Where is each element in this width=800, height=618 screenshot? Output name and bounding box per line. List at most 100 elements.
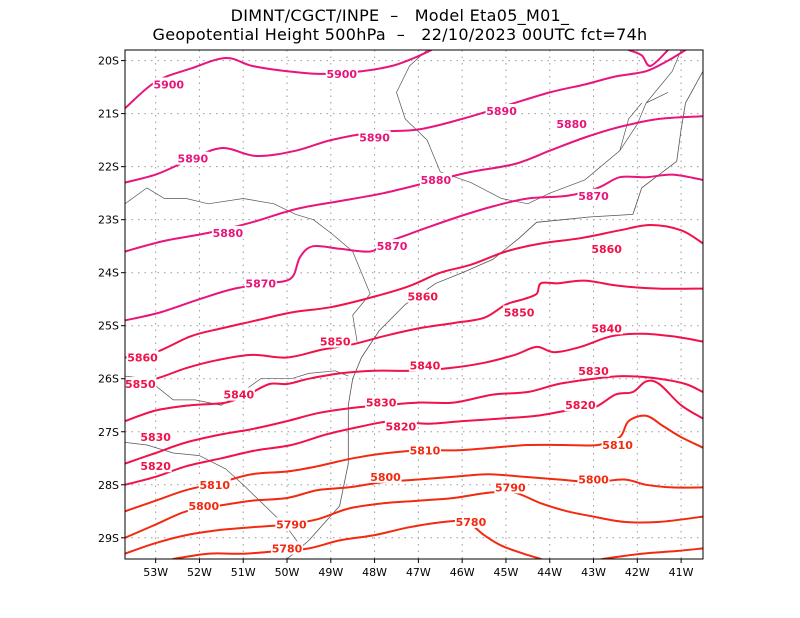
contour-labels: 5900 5900 5890 5880 5890 5890 5880 5870 5880 5870…: [124, 66, 634, 555]
contour-label-text: 5880: [213, 227, 244, 240]
contour-5860: [125, 224, 703, 359]
contour-5900: [125, 50, 433, 110]
contour-label: 5860: [590, 241, 623, 256]
contour-label: 5800: [369, 469, 402, 484]
contour-label-bg: [590, 321, 623, 335]
contour-label: 5780: [271, 541, 304, 555]
contour-label-text: 5880: [556, 118, 587, 131]
contour-label: 5830: [577, 363, 610, 378]
x-tick-label: 42W: [625, 566, 650, 579]
contour-label-text: 5870: [578, 190, 609, 203]
contour-label-bg: [577, 472, 610, 486]
y-tick-label: 22S: [98, 161, 119, 174]
contour-label-text: 5790: [495, 481, 526, 494]
y-tick-label: 29S: [98, 532, 119, 545]
y-tick-label: 24S: [98, 267, 119, 280]
contour-label-text: 5850: [320, 336, 351, 349]
contour-5790: [125, 490, 703, 555]
contour-label: 5850: [319, 334, 352, 349]
contour-label-bg: [124, 377, 157, 391]
contour-label: 5810: [601, 438, 634, 452]
contour-label: 5890: [358, 130, 391, 144]
contour-label: 5800: [577, 472, 610, 486]
contour-label-bg: [365, 395, 398, 409]
contour-label-text: 5890: [178, 153, 209, 166]
state-border: [619, 102, 642, 151]
contour-label-text: 5860: [591, 243, 622, 256]
contour-label: 5880: [555, 117, 588, 131]
contour-label-bg: [222, 387, 255, 401]
contour-label: 5830: [365, 395, 398, 410]
contour-label: 5900: [152, 77, 185, 91]
contour-label-bg: [503, 305, 536, 319]
contour-label-text: 5900: [153, 78, 184, 91]
chart-title-line1: DIMNT/CGCT/INPE – Model Eta05_M01_: [230, 6, 570, 25]
contour-label: 5820: [384, 419, 417, 433]
axis-ticks: 53W 52W 51W 50W 49W 48W 47W 46W 45W 44W 43W 42W 41W 2…: [98, 55, 694, 579]
contour-label: 5840: [222, 387, 255, 402]
contour-label-bg: [152, 77, 185, 91]
y-tick-label: 27S: [98, 426, 119, 439]
contour-label: 5860: [126, 350, 159, 365]
contour-label-text: 5840: [591, 322, 622, 335]
chart-title-line2: Geopotential Height 500hPa – 22/10/2023 …: [152, 25, 648, 44]
contour-label-bg: [369, 469, 402, 483]
contour-5890: [125, 50, 687, 184]
contour-label: 5870: [244, 276, 277, 290]
x-tick-label: 52W: [187, 566, 212, 579]
contour-label: 5830: [139, 430, 172, 444]
contour-label-text: 5820: [386, 420, 417, 433]
contour-label-bg: [601, 438, 634, 452]
contour-label: 5840: [590, 321, 623, 335]
contour-label-text: 5860: [127, 352, 158, 365]
contour-label-text: 5890: [359, 131, 390, 144]
state-border: [125, 187, 371, 342]
contour-label: 5800: [187, 498, 220, 513]
contour-label: 5790: [494, 480, 527, 494]
contour-label: 5860: [406, 289, 439, 304]
contour-label-bg: [319, 334, 352, 348]
contour-label-text: 5890: [486, 105, 517, 118]
contour-label: 5810: [408, 443, 441, 457]
contour-label-bg: [358, 130, 391, 144]
contour-label-bg: [564, 398, 597, 412]
y-tick-label: 21S: [98, 108, 119, 121]
plot-frame: [124, 49, 704, 560]
y-tick-label: 23S: [98, 214, 119, 227]
contour-label-bg: [275, 517, 308, 531]
contour-label-text: 5810: [410, 444, 441, 457]
contour-label-bg: [408, 443, 441, 457]
x-tick-label: 48W: [362, 566, 387, 579]
contour-label: 5820: [139, 459, 172, 473]
contour-label-bg: [139, 459, 172, 473]
contour-label-text: 5810: [602, 439, 633, 452]
contour-label: 5890: [176, 151, 209, 166]
x-tick-label: 50W: [275, 566, 300, 579]
contour-label-bg: [590, 241, 623, 255]
contour-label-bg: [139, 430, 172, 444]
contour-label-bg: [211, 225, 244, 239]
contour-label-text: 5880: [421, 174, 452, 187]
contour-label-bg: [454, 514, 487, 528]
contour-5780: [172, 519, 542, 559]
contour-label-bg: [494, 480, 527, 494]
x-tick-label: 51W: [231, 566, 256, 579]
contour-label-bg: [376, 239, 409, 253]
coastline: [286, 71, 703, 559]
x-tick-label: 41W: [669, 566, 694, 579]
contour-label-text: 5900: [326, 68, 357, 81]
contour-label-bg: [419, 172, 452, 186]
contour-label: 5870: [376, 239, 409, 253]
contour-label-text: 5870: [245, 277, 276, 290]
contour-label-bg: [577, 363, 610, 377]
contour-5820: [125, 379, 703, 486]
x-tick-label: 53W: [143, 566, 168, 579]
contour-label-bg: [485, 103, 518, 117]
x-tick-label: 43W: [581, 566, 606, 579]
contour-5850: [125, 279, 703, 385]
contour-5900: [627, 50, 669, 67]
state-border: [645, 92, 669, 104]
contour-label: 5880: [211, 225, 244, 240]
contour-label-bg: [187, 498, 220, 512]
contour-5830: [125, 375, 703, 465]
